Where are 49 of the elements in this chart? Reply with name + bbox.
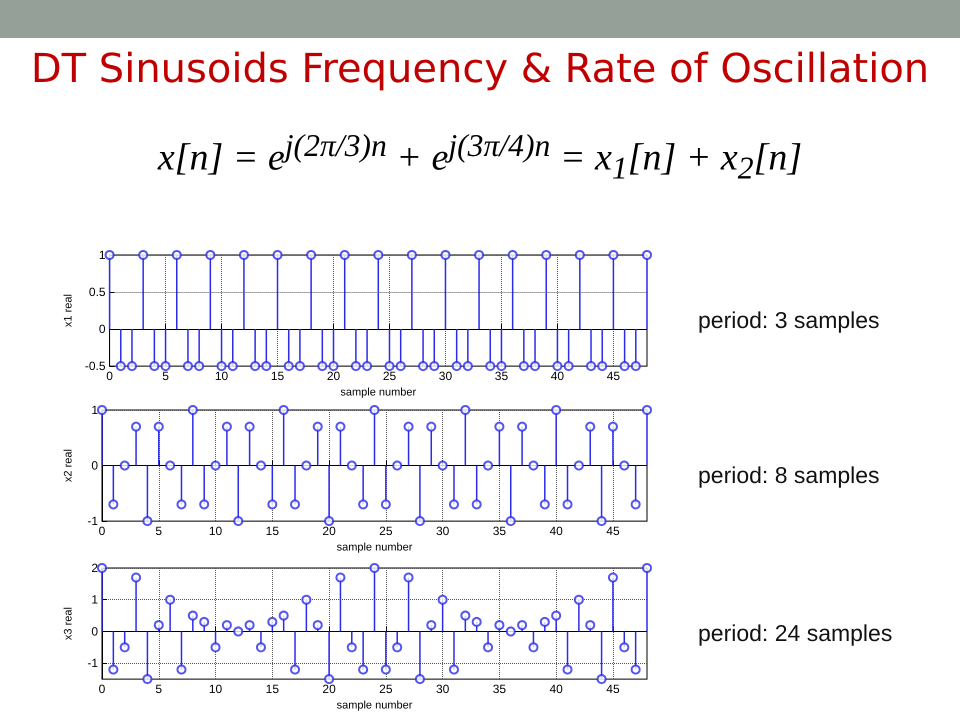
x-tick-label: 30 <box>436 682 450 696</box>
text: period: 24 samples <box>698 620 892 647</box>
x-axis-title: sample number <box>336 542 413 554</box>
x-axis-title: sample number <box>340 386 417 398</box>
y-tick-label: 1 <box>98 248 106 262</box>
x-tick-label: 45 <box>606 682 620 696</box>
x-tick-label: 40 <box>549 524 564 538</box>
y-tick-label: -0.5 <box>84 359 106 374</box>
x-tick-label: 30 <box>438 369 452 384</box>
y-axis-title: x1 real <box>62 294 74 328</box>
y-axis-title: x3 real <box>62 607 74 640</box>
x-tick-label: 35 <box>492 524 506 538</box>
x-tick-label: 15 <box>266 524 280 538</box>
x-tick-label: 20 <box>326 369 340 384</box>
x-tick-label: 40 <box>550 369 564 384</box>
x-tick-label: 20 <box>322 682 336 696</box>
x-tick-label: 10 <box>208 524 223 538</box>
chart-title: DT Sinusoids Frequency & Rate of Oscillation <box>30 46 930 92</box>
x-tick-label: 5 <box>155 682 162 696</box>
x-tick-label: 25 <box>379 682 393 696</box>
y-tick-label: -1 <box>87 656 98 670</box>
x-axis-title: sample number <box>336 700 413 712</box>
x-tick-label: 45 <box>606 524 620 538</box>
x-tick-label: 35 <box>492 682 506 696</box>
y-tick-label: 0 <box>91 624 98 638</box>
y-axis-title: x2 real <box>62 449 74 482</box>
y-tick-label: 1 <box>91 592 98 607</box>
x-tick-label: 15 <box>266 682 280 696</box>
text: period: 3 samples <box>698 307 880 334</box>
text: x[n] = e$^{j(2π/3)n}$ + e$^{j(3π/4)n}$ = x$_{1}$[n] + x$_{2}$[n] <box>158 128 802 186</box>
x-tick-label: 5 <box>162 369 170 384</box>
x-tick-label: 25 <box>379 524 393 538</box>
y-tick-label: 0.5 <box>88 285 106 300</box>
x-tick-label: 30 <box>436 524 450 538</box>
y-tick-label: 1 <box>91 403 98 417</box>
text: period: 8 samples <box>698 462 880 489</box>
y-tick-label: 2 <box>91 561 98 575</box>
x-tick-label: 25 <box>382 369 396 384</box>
y-tick-label: -1 <box>87 514 98 528</box>
x-tick-label: 35 <box>494 369 508 384</box>
y-tick-label: 0 <box>91 458 98 473</box>
x-tick-label: 15 <box>270 369 285 384</box>
x-tick-label: 20 <box>322 524 336 538</box>
x-tick-label: 40 <box>549 682 564 696</box>
x-tick-label: 10 <box>214 369 229 384</box>
y-tick-label: 0 <box>98 322 106 336</box>
x-tick-label: 5 <box>155 524 162 538</box>
x-tick-label: 45 <box>606 369 620 384</box>
x-tick-label: 10 <box>208 682 223 696</box>
